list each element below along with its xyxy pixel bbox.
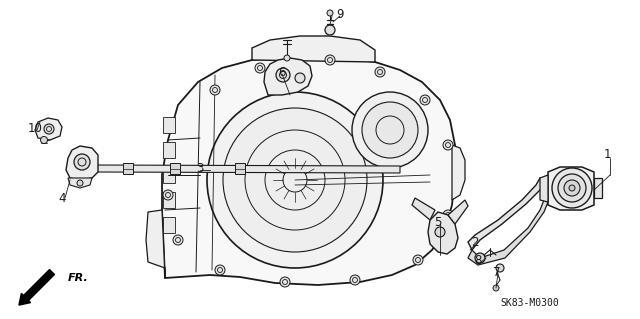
- Circle shape: [552, 168, 592, 208]
- Circle shape: [362, 102, 418, 158]
- Polygon shape: [252, 36, 375, 62]
- Polygon shape: [66, 146, 98, 180]
- Polygon shape: [468, 178, 544, 250]
- Circle shape: [496, 264, 504, 272]
- Circle shape: [215, 265, 225, 275]
- Polygon shape: [162, 57, 455, 285]
- Polygon shape: [412, 198, 435, 220]
- Text: 5: 5: [435, 216, 442, 228]
- Circle shape: [435, 227, 445, 237]
- Polygon shape: [594, 178, 602, 198]
- Polygon shape: [163, 167, 175, 183]
- Circle shape: [352, 92, 428, 168]
- Text: 3: 3: [196, 161, 204, 174]
- Polygon shape: [448, 200, 468, 224]
- Polygon shape: [170, 163, 180, 174]
- Polygon shape: [468, 200, 548, 265]
- Polygon shape: [540, 175, 548, 202]
- Circle shape: [40, 137, 47, 144]
- Circle shape: [350, 275, 360, 285]
- Text: 4: 4: [58, 191, 66, 204]
- Polygon shape: [95, 165, 400, 173]
- FancyArrow shape: [19, 270, 54, 305]
- Circle shape: [375, 67, 385, 77]
- Circle shape: [295, 73, 305, 83]
- Text: 1: 1: [604, 149, 611, 161]
- Polygon shape: [452, 145, 465, 200]
- Circle shape: [420, 95, 430, 105]
- Polygon shape: [264, 58, 312, 95]
- Polygon shape: [163, 217, 175, 233]
- Circle shape: [276, 68, 290, 82]
- Circle shape: [493, 285, 499, 291]
- Text: 8: 8: [474, 255, 482, 268]
- Circle shape: [44, 124, 54, 134]
- Circle shape: [325, 25, 335, 35]
- Circle shape: [77, 180, 83, 186]
- Circle shape: [223, 108, 367, 252]
- Polygon shape: [123, 163, 133, 174]
- Polygon shape: [146, 210, 165, 278]
- Circle shape: [325, 55, 335, 65]
- Circle shape: [74, 154, 90, 170]
- Circle shape: [475, 253, 485, 263]
- Circle shape: [280, 277, 290, 287]
- Polygon shape: [163, 142, 175, 158]
- Circle shape: [443, 140, 453, 150]
- Text: 2: 2: [471, 236, 479, 249]
- Polygon shape: [428, 212, 458, 254]
- Text: FR.: FR.: [68, 273, 89, 283]
- Polygon shape: [163, 192, 175, 208]
- Circle shape: [163, 190, 173, 200]
- Polygon shape: [163, 117, 175, 133]
- Text: 7: 7: [493, 265, 500, 278]
- Polygon shape: [35, 118, 62, 140]
- Circle shape: [413, 255, 423, 265]
- Polygon shape: [548, 167, 594, 210]
- Circle shape: [569, 185, 575, 191]
- Text: 9: 9: [336, 8, 344, 20]
- Circle shape: [207, 92, 383, 268]
- Circle shape: [564, 180, 580, 196]
- Circle shape: [327, 10, 333, 16]
- Circle shape: [284, 55, 290, 61]
- Circle shape: [173, 235, 183, 245]
- Circle shape: [443, 210, 453, 220]
- Polygon shape: [68, 178, 92, 188]
- Text: SK83-M0300: SK83-M0300: [500, 298, 559, 308]
- Circle shape: [210, 85, 220, 95]
- Circle shape: [558, 174, 586, 202]
- Text: 10: 10: [28, 122, 42, 135]
- Polygon shape: [235, 163, 245, 174]
- Circle shape: [255, 63, 265, 73]
- Text: 6: 6: [278, 65, 285, 78]
